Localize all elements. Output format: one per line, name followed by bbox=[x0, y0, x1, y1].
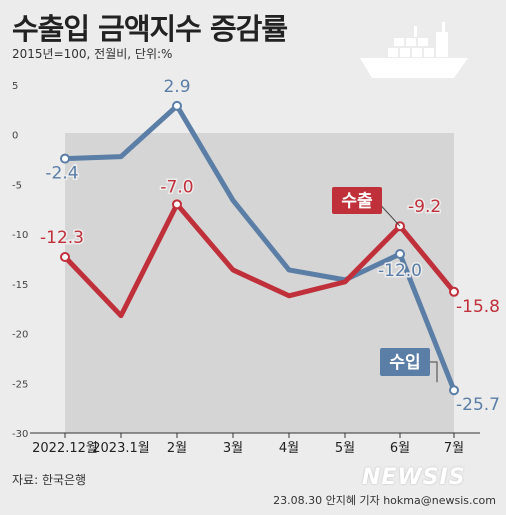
import-data-label: 2.9 bbox=[163, 77, 190, 97]
export-legend-label: 수출 bbox=[341, 192, 373, 212]
export-data-point bbox=[172, 199, 182, 210]
y-tick-label: 0 bbox=[12, 131, 18, 142]
y-tick-label: -20 bbox=[12, 330, 28, 341]
import-data-label: -25.7 bbox=[456, 395, 500, 415]
x-tick-label: 2월 bbox=[167, 441, 187, 456]
import-legend-leader bbox=[430, 361, 438, 383]
x-tick-label: 5월 bbox=[335, 441, 355, 456]
import-series-line bbox=[62, 103, 457, 393]
chart-subtitle: 2015년=100, 전월비, 단위:% bbox=[12, 47, 173, 61]
export-data-label: -7.0 bbox=[160, 177, 193, 197]
export-data-label: -12.3 bbox=[40, 228, 84, 248]
import-data-point bbox=[60, 153, 70, 164]
x-tick-label: 7월 bbox=[444, 441, 464, 456]
export-data-point bbox=[60, 252, 70, 263]
y-tick-label: -15 bbox=[12, 280, 28, 291]
x-tick-label: 2022.12월 bbox=[32, 441, 98, 456]
y-tick-label: -10 bbox=[12, 230, 28, 241]
import-data-point bbox=[395, 249, 405, 260]
export-data-label: -15.8 bbox=[456, 297, 500, 317]
export-legend-box bbox=[332, 187, 382, 214]
newsis-logo: NEWSIS bbox=[362, 465, 466, 490]
import-data-label: -2.4 bbox=[45, 164, 78, 184]
y-tick-label: 5 bbox=[12, 81, 18, 92]
export-data-label: -9.2 bbox=[408, 197, 441, 217]
import-data-label: -12.0 bbox=[378, 261, 422, 281]
export-data-point bbox=[449, 286, 459, 297]
export-series-line bbox=[62, 201, 457, 319]
import-data-point bbox=[449, 385, 459, 396]
import-data-point bbox=[172, 100, 182, 111]
y-tick-label: -25 bbox=[12, 379, 28, 390]
chart-title: 수출입 금액지수 증감률 bbox=[12, 12, 288, 46]
x-tick-label: 2023.1월 bbox=[92, 441, 149, 456]
y-tick-label: -30 bbox=[12, 429, 28, 440]
cargo-ship-icon bbox=[360, 22, 468, 78]
x-tick-label: 3월 bbox=[223, 441, 243, 456]
import-legend-label: 수입 bbox=[389, 353, 420, 373]
import-legend-box bbox=[380, 348, 430, 376]
y-tick-label: -5 bbox=[12, 180, 22, 191]
x-tick-label: 4월 bbox=[279, 441, 299, 456]
credit-line: 23.08.30 안지혜 기자 hokma@newsis.com bbox=[273, 494, 496, 507]
x-tick-label: 6월 bbox=[390, 441, 410, 456]
source-note: 자료: 한국은행 bbox=[12, 473, 87, 487]
